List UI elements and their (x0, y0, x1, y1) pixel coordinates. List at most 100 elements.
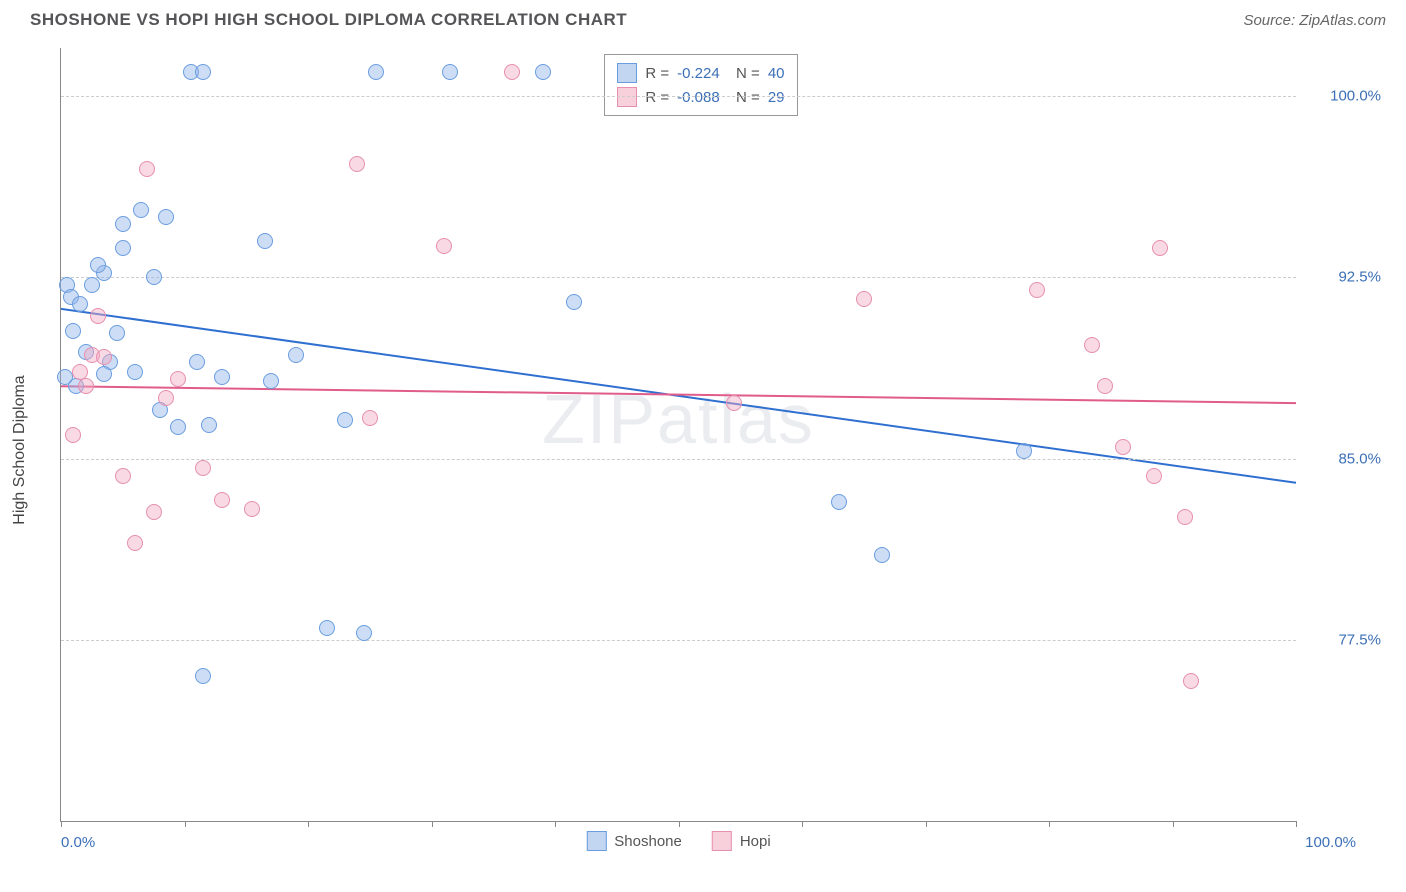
scatter-point (1097, 378, 1113, 394)
x-tick (555, 821, 556, 827)
scatter-point (57, 369, 73, 385)
scatter-point (874, 547, 890, 563)
x-tick (1049, 821, 1050, 827)
scatter-point (65, 427, 81, 443)
scatter-point (146, 269, 162, 285)
scatter-point (195, 64, 211, 80)
legend-label: Shoshone (614, 833, 682, 850)
x-axis-min-label: 0.0% (61, 834, 95, 851)
watermark: ZIPatlas (542, 379, 815, 459)
y-tick-label: 92.5% (1301, 269, 1381, 286)
scatter-point (535, 64, 551, 80)
scatter-point (195, 668, 211, 684)
scatter-point (127, 364, 143, 380)
x-tick (802, 821, 803, 827)
y-axis-title: High School Diploma (11, 375, 29, 524)
scatter-point (214, 369, 230, 385)
scatter-point (170, 419, 186, 435)
scatter-point (288, 347, 304, 363)
scatter-point (356, 625, 372, 641)
x-tick (1173, 821, 1174, 827)
scatter-point (244, 501, 260, 517)
scatter-point (139, 161, 155, 177)
scatter-point (368, 64, 384, 80)
scatter-point (195, 460, 211, 476)
x-tick (926, 821, 927, 827)
scatter-point (1146, 468, 1162, 484)
trend-lines (61, 48, 1296, 821)
swatch-icon (617, 63, 637, 83)
scatter-point (65, 323, 81, 339)
gridline (61, 459, 1296, 460)
scatter-point (96, 366, 112, 382)
x-tick (308, 821, 309, 827)
scatter-point (189, 354, 205, 370)
scatter-point (158, 209, 174, 225)
stats-row: R = -0.224 N = 40 (617, 61, 784, 85)
scatter-point (442, 64, 458, 80)
scatter-point (115, 468, 131, 484)
scatter-point (84, 277, 100, 293)
legend-item: Hopi (712, 831, 771, 851)
scatter-point (170, 371, 186, 387)
scatter-point (90, 308, 106, 324)
scatter-point (201, 417, 217, 433)
scatter-point (72, 296, 88, 312)
scatter-point (726, 395, 742, 411)
scatter-point (362, 410, 378, 426)
scatter-point (319, 620, 335, 636)
scatter-point (214, 492, 230, 508)
y-tick-label: 77.5% (1301, 631, 1381, 648)
scatter-point (831, 494, 847, 510)
scatter-point (1177, 509, 1193, 525)
scatter-point (96, 349, 112, 365)
stat-label: R = (645, 65, 669, 82)
chart-area: High School Diploma ZIPatlas R = -0.224 … (30, 48, 1386, 852)
scatter-point (127, 535, 143, 551)
scatter-point (436, 238, 452, 254)
x-tick (679, 821, 680, 827)
trend-line (61, 309, 1296, 483)
scatter-point (109, 325, 125, 341)
scatter-point (1115, 439, 1131, 455)
scatter-point (133, 202, 149, 218)
stat-value: -0.224 (677, 65, 720, 82)
scatter-point (90, 257, 106, 273)
stats-legend-box: R = -0.224 N = 40 R = -0.088 N = 29 (604, 54, 797, 116)
scatter-point (115, 216, 131, 232)
gridline (61, 640, 1296, 641)
scatter-point (257, 233, 273, 249)
scatter-point (1152, 240, 1168, 256)
x-tick (185, 821, 186, 827)
scatter-point (263, 373, 279, 389)
scatter-point (78, 378, 94, 394)
scatter-point (1029, 282, 1045, 298)
scatter-point (158, 390, 174, 406)
chart-title: SHOSHONE VS HOPI HIGH SCHOOL DIPLOMA COR… (30, 10, 627, 30)
source-label: Source: ZipAtlas.com (1243, 12, 1386, 29)
scatter-point (1183, 673, 1199, 689)
stat-value: 40 (768, 65, 785, 82)
scatter-point (856, 291, 872, 307)
swatch-icon (586, 831, 606, 851)
scatter-point (349, 156, 365, 172)
gridline (61, 96, 1296, 97)
scatter-point (1084, 337, 1100, 353)
legend-label: Hopi (740, 833, 771, 850)
x-tick (1296, 821, 1297, 827)
scatter-point (1016, 443, 1032, 459)
scatter-point (115, 240, 131, 256)
y-tick-label: 100.0% (1301, 88, 1381, 105)
scatter-point (146, 504, 162, 520)
x-axis-max-label: 100.0% (1305, 834, 1356, 851)
y-tick-label: 85.0% (1301, 450, 1381, 467)
scatter-point (337, 412, 353, 428)
x-tick (432, 821, 433, 827)
chart-header: SHOSHONE VS HOPI HIGH SCHOOL DIPLOMA COR… (0, 0, 1406, 40)
plot-region: ZIPatlas R = -0.224 N = 40 R = -0.088 N … (60, 48, 1296, 822)
x-tick (61, 821, 62, 827)
scatter-point (566, 294, 582, 310)
series-legend: Shoshone Hopi (586, 831, 770, 851)
legend-item: Shoshone (586, 831, 682, 851)
swatch-icon (712, 831, 732, 851)
